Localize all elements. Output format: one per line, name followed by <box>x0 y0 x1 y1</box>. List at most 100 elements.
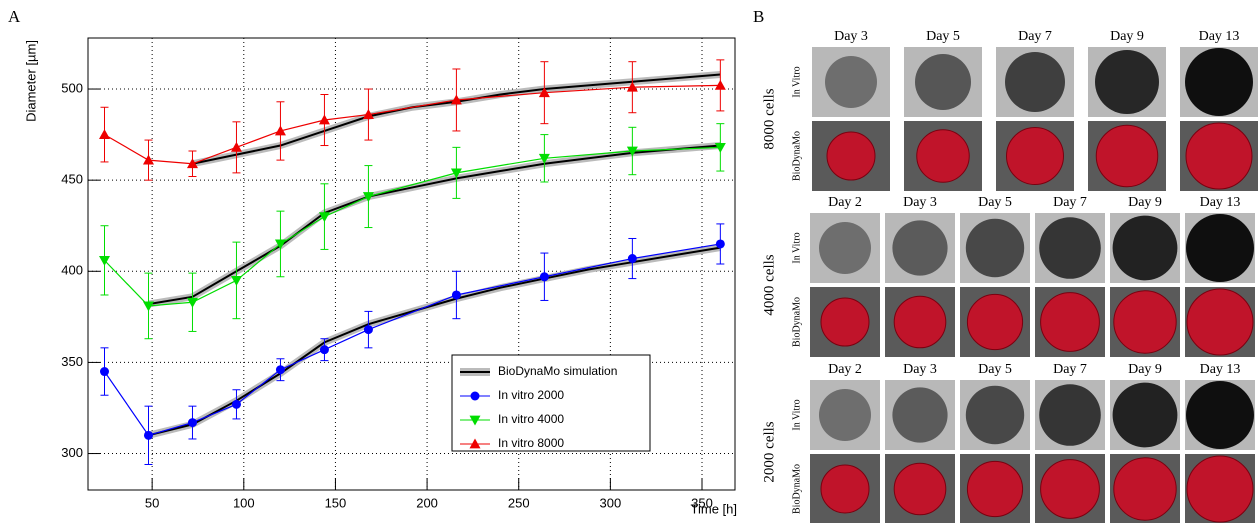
day-label: Day 13 <box>1200 362 1241 377</box>
row-label: BioDynaMo <box>791 464 802 514</box>
row-label: BioDynaMo <box>791 297 802 347</box>
day-label: Day 7 <box>1018 29 1052 44</box>
data-point <box>274 239 286 250</box>
x-tick-label: 350 <box>691 495 713 510</box>
y-tick-label: 500 <box>61 80 83 95</box>
plot-frame <box>87 37 736 491</box>
data-point <box>98 129 110 139</box>
spheroid <box>1112 215 1178 281</box>
data-point <box>363 325 373 335</box>
simulated-spheroid <box>1113 457 1177 521</box>
data-point <box>362 192 374 203</box>
x-tick-label: 50 <box>145 495 159 510</box>
data-point <box>451 290 461 300</box>
row-label: In Vitro <box>791 66 802 97</box>
series-line <box>104 146 721 307</box>
y-axis-label: Diameter [µm] <box>23 40 38 122</box>
spheroid <box>1112 382 1178 448</box>
row-label: BioDynaMo <box>791 131 802 181</box>
simulated-spheroid <box>1006 127 1064 185</box>
day-label: Day 3 <box>834 29 868 44</box>
simulated-spheroid <box>893 295 947 349</box>
day-label: Day 9 <box>1128 362 1162 377</box>
day-label: Day 5 <box>978 195 1012 210</box>
data-point <box>626 146 638 157</box>
group-label: 8000 cells <box>761 88 777 149</box>
data-point <box>142 301 154 312</box>
simulated-spheroid <box>1186 288 1254 356</box>
simulated-spheroid <box>1185 122 1253 190</box>
day-label: Day 9 <box>1128 195 1162 210</box>
spheroid <box>1095 50 1159 114</box>
data-point <box>626 81 638 92</box>
x-tick-label: 200 <box>416 495 438 510</box>
data-point <box>539 272 549 282</box>
x-tick-label: 100 <box>233 495 255 510</box>
day-label: Day 7 <box>1053 195 1087 210</box>
day-label: Day 3 <box>903 362 937 377</box>
data-point <box>230 276 242 286</box>
panel-label: B <box>753 7 764 26</box>
day-label: Day 13 <box>1199 29 1240 44</box>
spheroid <box>915 54 971 110</box>
data-point <box>99 367 109 377</box>
spheroid <box>1185 48 1253 116</box>
spheroid <box>819 222 871 274</box>
data-point <box>450 94 462 105</box>
group-label: 4000 cells <box>761 254 777 315</box>
data-point <box>274 125 286 136</box>
data-point <box>187 418 197 428</box>
y-tick-label: 350 <box>61 354 83 369</box>
simulated-spheroid <box>1040 459 1100 519</box>
data-point <box>627 254 637 264</box>
spheroid <box>1039 384 1101 446</box>
simulated-spheroid <box>820 464 870 514</box>
day-label: Day 7 <box>1053 362 1087 377</box>
data-point <box>538 87 550 98</box>
spheroid <box>819 389 871 441</box>
simulated-spheroid <box>916 129 970 183</box>
legend-label: In vitro 8000 <box>498 436 564 450</box>
y-tick-label: 300 <box>61 445 83 460</box>
panel-label: A <box>8 7 21 26</box>
data-point <box>319 345 329 355</box>
data-point <box>470 391 480 401</box>
data-point <box>450 168 462 179</box>
simulated-spheroid <box>1113 290 1177 354</box>
spheroid <box>1186 214 1254 282</box>
data-point <box>142 154 154 165</box>
day-label: Day 5 <box>926 29 960 44</box>
simulated-spheroid <box>1186 455 1254 523</box>
data-point <box>186 158 198 169</box>
data-point <box>231 399 241 409</box>
simulated-spheroid <box>1095 124 1159 188</box>
x-tick-label: 250 <box>508 495 530 510</box>
simulation-line <box>148 144 721 306</box>
spheroid <box>1039 217 1101 279</box>
simulated-spheroid <box>820 297 870 347</box>
simulated-spheroid <box>893 462 947 516</box>
x-tick-label: 150 <box>325 495 347 510</box>
day-label: Day 2 <box>828 362 862 377</box>
data-point <box>318 212 330 223</box>
row-label: In Vitro <box>791 399 802 430</box>
data-point <box>469 415 481 426</box>
data-point <box>230 141 242 152</box>
y-tick-label: 400 <box>61 263 83 278</box>
spheroid <box>1186 381 1254 449</box>
simulated-spheroid <box>966 460 1024 518</box>
x-axis-label: Time [h] <box>691 501 737 516</box>
x-tick-label: 300 <box>600 495 622 510</box>
data-point <box>143 430 153 440</box>
day-label: Day 3 <box>903 195 937 210</box>
data-point <box>714 79 726 90</box>
legend-label: In vitro 4000 <box>498 412 564 426</box>
data-point <box>186 297 198 308</box>
legend-label: BioDynaMo simulation <box>498 364 617 378</box>
simulation-line <box>148 246 721 437</box>
spheroid <box>825 56 877 108</box>
spheroid <box>1005 52 1065 112</box>
data-point <box>318 114 330 125</box>
y-tick-label: 450 <box>61 172 83 187</box>
